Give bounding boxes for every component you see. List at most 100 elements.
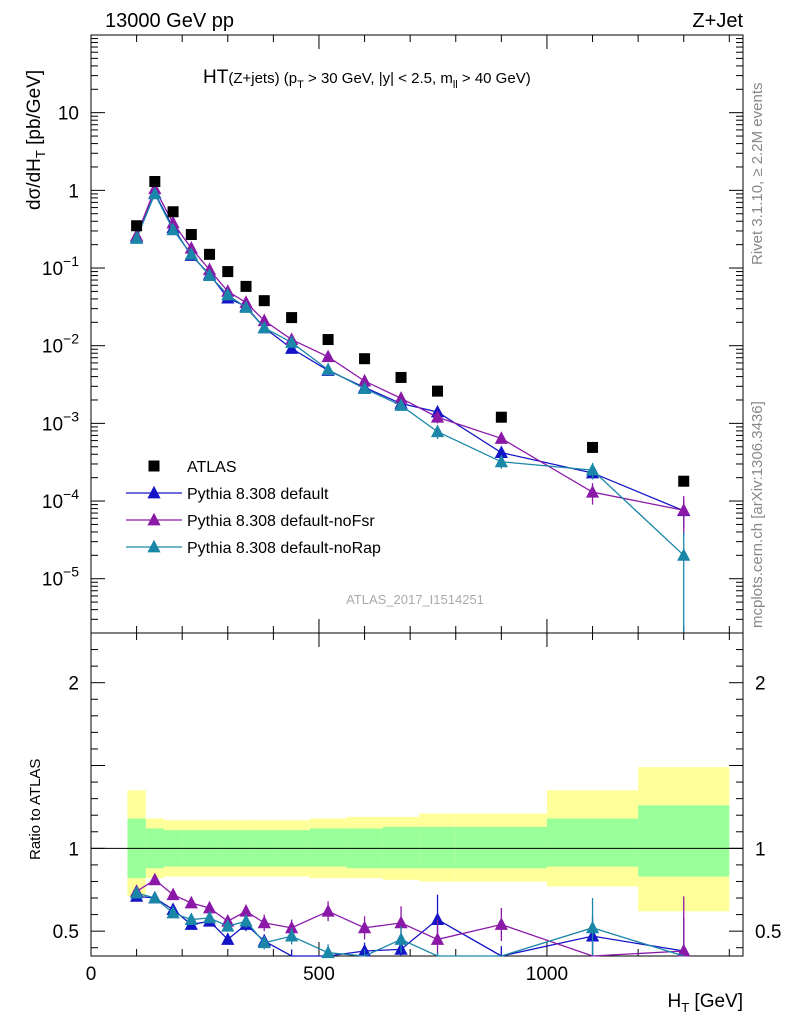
legend-label-data: ATLAS	[187, 459, 237, 476]
y-tick-label: 10−4	[42, 486, 79, 513]
data-point-atlas	[222, 266, 234, 278]
point-noRap	[148, 186, 162, 200]
point-noFsr	[321, 349, 335, 363]
plot-title: HT(Z+jets) (pT > 30 GeV, |y| < 2.5, mll …	[203, 67, 531, 91]
point-noRap	[221, 287, 235, 301]
ratio-point-noFsr	[202, 900, 217, 914]
legend-marker-noRap	[147, 539, 161, 553]
x-tick-label: 1000	[526, 964, 568, 985]
analysis-id: ATLAS_2017_I1514251	[346, 592, 484, 607]
ratio-point-noRap	[257, 935, 271, 949]
ratio-point-noRap	[184, 912, 198, 925]
ratio-tick-label: 2	[68, 674, 79, 695]
point-noFsr	[257, 313, 271, 327]
ratio-band-inner	[382, 826, 420, 869]
point-noRap	[321, 362, 335, 376]
point-noFsr	[585, 484, 600, 498]
mcplots-label: mcplots.cern.ch [arXiv:1306.3436]	[749, 401, 766, 628]
ratio-point-noFsr	[166, 887, 180, 901]
ratio-point-noRap	[321, 945, 335, 959]
ratio-point-noFsr	[321, 904, 335, 917]
data-point-atlas	[131, 220, 143, 232]
ratio-point-noRap	[394, 932, 408, 945]
point-noFsr	[494, 431, 508, 444]
rivet-label: Rivet 3.1.10, ≥ 2.2M events	[749, 83, 766, 266]
ratio-point-noFsr	[677, 943, 691, 957]
point-noRap	[430, 424, 445, 438]
data-point-atlas	[322, 334, 334, 346]
point-noRap	[394, 398, 408, 411]
data-point-atlas	[359, 353, 371, 365]
data-point-atlas	[432, 385, 444, 397]
series-line-noFsr	[135, 187, 684, 511]
ratio-band-inner	[638, 805, 730, 877]
point-noRap	[257, 320, 271, 334]
x-tick-label: 500	[303, 964, 335, 985]
legend-marker-atlas	[148, 460, 160, 472]
series-line-noRap	[135, 192, 685, 556]
y-tick-label: 10	[58, 104, 79, 125]
ratio-line-default	[136, 895, 684, 957]
data-point-atlas	[258, 295, 270, 307]
y-tick-label: 10−1	[42, 253, 79, 280]
legend-label-noFsr: Pythia 8.308 default-noFsr	[187, 513, 375, 530]
ratio-point-noRap	[129, 885, 144, 899]
point-noRap	[129, 231, 144, 244]
ratio-tick-label: 1	[68, 839, 79, 860]
point-noRap	[494, 454, 508, 468]
y-tick-label: 10−3	[42, 408, 79, 435]
data-point-atlas	[149, 175, 161, 187]
data-point-atlas	[167, 206, 179, 218]
point-noFsr	[357, 373, 372, 387]
y-tick-label: 1	[68, 181, 79, 202]
point-noRap	[357, 381, 372, 395]
ratio-point-default	[221, 932, 235, 945]
ratio-point-default	[430, 912, 445, 925]
data-point-atlas	[395, 371, 407, 383]
point-noFsr	[677, 503, 691, 516]
data-point-atlas	[286, 312, 298, 324]
ratio-line-noFsr	[136, 879, 684, 957]
ratio-point-noRap	[221, 918, 235, 932]
data-point-atlas	[185, 229, 197, 241]
ratio-frame	[90, 632, 744, 957]
legend-label-noRap: Pythia 8.308 default-noRap	[187, 540, 381, 557]
ratio-point-noFsr	[430, 932, 445, 945]
collision-label: 13000 GeV pp	[105, 10, 234, 32]
ratio-tick-label: 1	[755, 839, 766, 860]
ratio-band-inner	[546, 818, 639, 867]
point-noFsr	[430, 410, 445, 423]
ratio-band-inner	[419, 826, 456, 869]
point-noRap	[202, 268, 217, 281]
ratio-point-noRap	[239, 914, 253, 927]
ratio-tick-label: 2	[755, 674, 766, 695]
ratio-band-inner	[309, 828, 347, 867]
ratio-point-noRap	[202, 910, 217, 924]
ratio-point-noFsr	[285, 920, 299, 934]
x-tick-label: 0	[86, 964, 97, 985]
ratio-point-noRap	[585, 920, 600, 934]
point-noRap	[184, 247, 198, 260]
ratio-tick-label: 0.5	[755, 922, 781, 943]
y-tick-label: 10−5	[42, 564, 79, 591]
ratio-point-noRap	[148, 890, 162, 904]
ratio-point-noFsr	[494, 917, 508, 930]
point-noRap	[239, 300, 253, 313]
y-axis-label: dσ/dHT [pb/GeV]	[24, 70, 48, 210]
ratio-point-noFsr	[239, 904, 253, 917]
point-noRap	[585, 462, 600, 476]
ratio-band-inner	[455, 826, 547, 869]
point-noRap	[285, 335, 299, 348]
ratio-point-noFsr	[357, 920, 372, 934]
legend-marker-default	[147, 485, 161, 499]
ratio-line-noRap	[136, 892, 684, 957]
ratio-point-noFsr	[394, 915, 408, 929]
point-noFsr	[394, 391, 408, 404]
point-noRap	[166, 222, 180, 236]
ratio-point-noRap	[285, 928, 299, 942]
data-point-atlas	[495, 411, 507, 423]
legend-marker-noFsr	[147, 512, 161, 526]
y-tick-label: 10−2	[42, 331, 79, 358]
x-axis-label: HT [GeV]	[667, 991, 743, 1015]
